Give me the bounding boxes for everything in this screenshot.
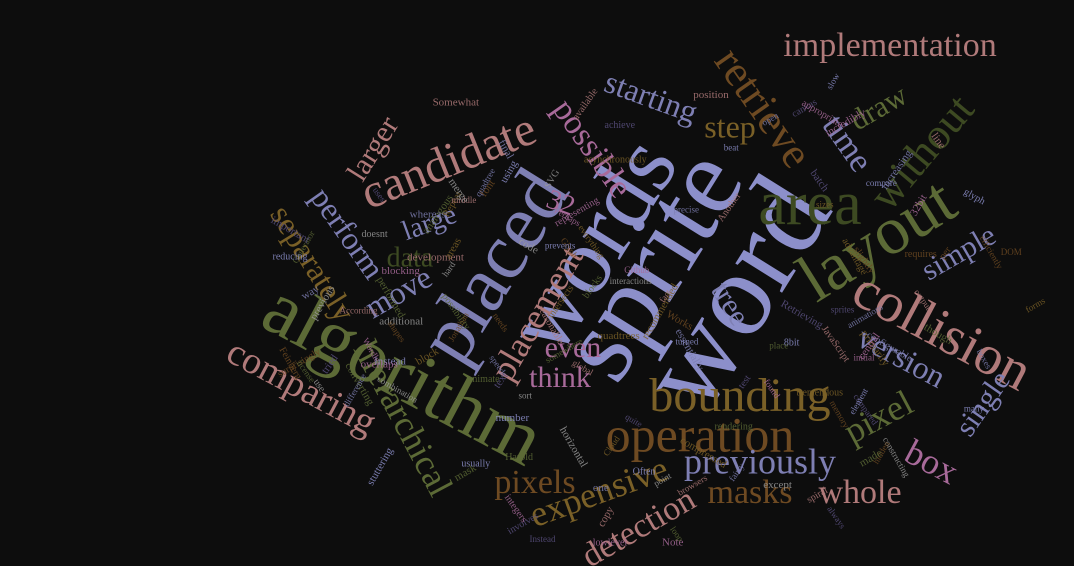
cloud-word-small: development <box>407 252 464 264</box>
cloud-word-small: JavaScript <box>819 324 852 365</box>
cloud-word: even <box>545 331 602 364</box>
cloud-word-small: middle <box>451 195 476 205</box>
cloud-word-small: Somewhat <box>433 96 479 108</box>
cloud-word-small: precise <box>674 205 699 215</box>
cloud-word-small: According <box>340 305 378 315</box>
cloud-word-small: turned <box>675 336 698 346</box>
cloud-word-small: sizes <box>816 199 834 209</box>
cloud-word-small: sprites <box>831 304 855 314</box>
cloud-word-small: number <box>496 412 530 424</box>
cloud-word-small: sort <box>519 390 533 400</box>
cloud-word-small: requires <box>905 249 937 260</box>
cloud-word: bounding <box>649 369 830 422</box>
cloud-word-small: Often <box>633 466 656 477</box>
cloud-word: step <box>704 108 756 144</box>
cloud-word-small: position <box>693 89 729 101</box>
cloud-word-small: 8bit <box>784 337 800 348</box>
cloud-word: pixels <box>494 464 575 501</box>
cloud-word-small: quadtrees <box>598 330 640 342</box>
cloud-word: data <box>387 242 434 273</box>
cloud-word-small: asynchronously <box>584 155 647 166</box>
cloud-word: previously <box>684 441 836 481</box>
cloud-word-small: prevents <box>545 240 576 250</box>
cloud-word: think <box>529 361 591 394</box>
cloud-word: whole <box>818 474 901 511</box>
cloud-word-small: Note <box>662 537 684 549</box>
cloud-word-small: glyph <box>962 186 987 207</box>
cloud-word-small: whereas <box>410 208 446 220</box>
cloud-word: pixel <box>837 382 919 451</box>
cloud-word-small: interactions <box>610 276 652 286</box>
cloud-word-small: rendering <box>715 421 753 432</box>
cloud-word-small: DOM <box>1001 247 1022 257</box>
cloud-word-small: one <box>593 482 609 494</box>
cloud-word-small: stuttering <box>365 445 396 487</box>
cloud-word-small: blocking <box>381 265 420 277</box>
cloud-word-small: many <box>964 403 984 413</box>
cloud-word-small: Github <box>624 265 650 275</box>
cloud-word: area <box>758 170 861 238</box>
cloud-word-small: beat <box>724 142 739 152</box>
cloud-word-small: doesnt <box>362 229 388 240</box>
cloud-word-small: animate <box>468 374 500 385</box>
cloud-word-small: forms <box>1024 295 1048 314</box>
cloud-word-small: slow <box>824 71 841 91</box>
cloud-word: masks <box>708 474 793 511</box>
cloud-word-small: Harold <box>505 452 533 463</box>
cloud-word-small: usually <box>461 458 490 469</box>
cloud-word: draw <box>844 78 913 137</box>
cloud-word-small: except <box>763 479 792 491</box>
cloud-word-small: initial <box>854 352 875 362</box>
cloud-word-small: overlaps <box>361 358 398 370</box>
cloud-word-small: place <box>769 341 788 351</box>
cloud-word-small: horizontal <box>557 425 590 470</box>
cloud-word-small: lowlevel <box>593 537 628 548</box>
cloud-word-small: Instead <box>374 356 406 368</box>
cloud-word-small: achieve <box>605 120 636 131</box>
cloud-word-small: additional <box>379 316 423 328</box>
cloud-word-small: compare <box>866 178 897 188</box>
cloud-word: implementation <box>783 27 996 64</box>
cloud-word-small: Instead <box>530 534 556 544</box>
cloud-word: operation <box>606 406 795 462</box>
cloud-word: box <box>899 431 965 492</box>
cloud-word-small: tremendous <box>796 387 843 398</box>
cloud-word-small: reducing <box>273 252 308 263</box>
